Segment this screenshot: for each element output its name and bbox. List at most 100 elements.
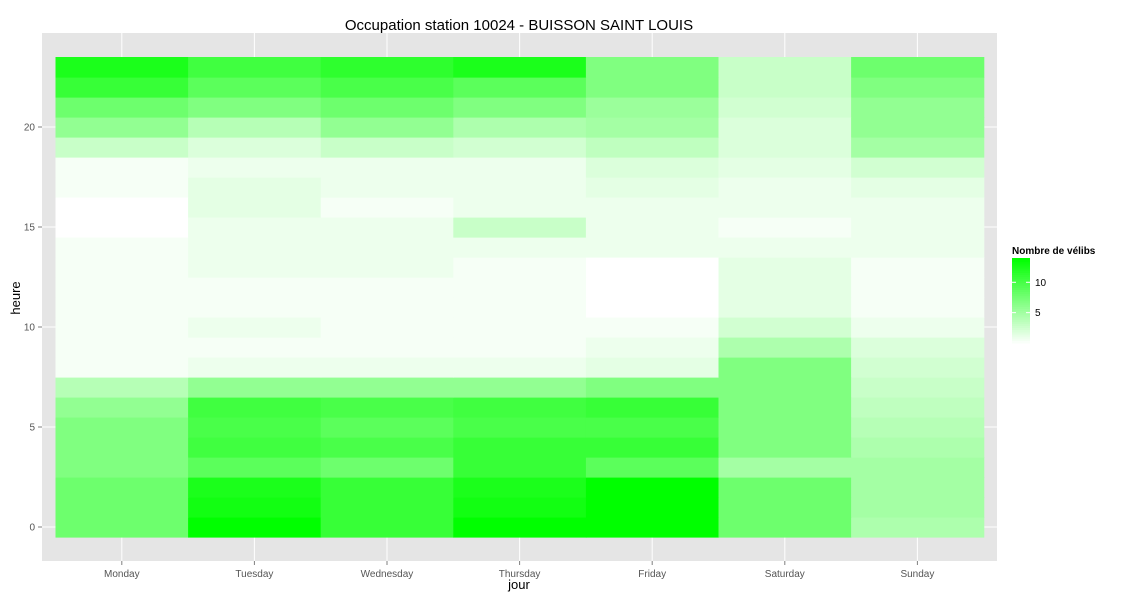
heatmap-cell [453, 237, 587, 258]
heatmap-cell [851, 57, 985, 78]
legend-color-step [1012, 326, 1030, 329]
heatmap-cell [718, 297, 852, 318]
heatmap-cell [188, 477, 322, 498]
heatmap-cell [55, 317, 189, 338]
heatmap-cell [55, 517, 189, 538]
heatmap-cell [718, 517, 852, 538]
heatmap-cell [320, 197, 454, 218]
heatmap-cell [718, 397, 852, 418]
heatmap-cell [851, 437, 985, 458]
heatmap-cell [851, 197, 985, 218]
heatmap-cell [188, 497, 322, 518]
heatmap-cell [188, 77, 322, 98]
heatmap-cell [320, 417, 454, 438]
heatmap-cell [55, 497, 189, 518]
heatmap-cell [453, 157, 587, 178]
heatmap-cell [585, 417, 720, 438]
legend-color-step [1012, 334, 1030, 338]
heatmap-cell [718, 257, 852, 278]
heatmap-cell [320, 97, 454, 118]
legend-color-step [1012, 281, 1030, 284]
legend-color-step [1012, 340, 1030, 344]
legend-color-step [1012, 319, 1030, 323]
heatmap-cell [718, 157, 852, 178]
heatmap-cell [320, 117, 454, 138]
legend-color-step [1012, 313, 1030, 316]
heatmap-cell [320, 517, 454, 538]
heatmap-cell [718, 497, 852, 518]
heatmap-cell [320, 317, 454, 338]
legend-color-step [1012, 328, 1030, 331]
heatmap-cell [188, 517, 322, 538]
heatmap-cell [55, 477, 189, 498]
x-tick-label: Tuesday [235, 569, 273, 580]
legend-color-step [1012, 294, 1030, 297]
heatmap-cell [585, 397, 720, 418]
heatmap-cell [718, 137, 852, 158]
heatmap-cell [851, 97, 985, 118]
heatmap-cell [320, 497, 454, 518]
legend-color-step [1012, 272, 1030, 276]
legend-color-step [1012, 285, 1030, 289]
legend-color-step [1012, 309, 1030, 312]
heatmap-cell [320, 257, 454, 278]
heatmap-cell [585, 77, 720, 98]
legend-color-step [1012, 275, 1030, 278]
heatmap-cell [718, 337, 852, 358]
y-axis-title: heure [8, 281, 23, 314]
heatmap-cell [320, 337, 454, 358]
heatmap-cell [320, 477, 454, 498]
heatmap-cell [851, 497, 985, 518]
heatmap-cell [188, 57, 322, 78]
heatmap-cell [55, 97, 189, 118]
heatmap-cell [718, 237, 852, 258]
legend-colorbar: 5 10 [1012, 258, 1047, 344]
heatmap-cell [718, 377, 852, 398]
heatmap-cell [718, 117, 852, 138]
heatmap-cell [188, 237, 322, 258]
heatmap-cell [453, 97, 587, 118]
heatmap-cell [585, 97, 720, 118]
heatmap-cell [55, 117, 189, 138]
heatmap-cell [851, 77, 985, 98]
heatmap-cell [851, 317, 985, 338]
y-tick-label: 10 [24, 323, 36, 334]
heatmap-cell [55, 77, 189, 98]
heatmap-cell [188, 417, 322, 438]
heatmap-cell [851, 417, 985, 438]
heatmap-cell [320, 277, 454, 298]
heatmap-cell [55, 177, 189, 198]
heatmap-cell [718, 177, 852, 198]
heatmap-cell [851, 177, 985, 198]
heatmap-cell [585, 137, 720, 158]
heatmap-cells [55, 57, 985, 538]
heatmap-cell [320, 237, 454, 258]
heatmap-cell [188, 177, 322, 198]
heatmap-cell [718, 77, 852, 98]
legend-color-step [1012, 332, 1030, 335]
legend-color-step [1012, 287, 1030, 291]
legend-color-step [1012, 258, 1030, 261]
heatmap-cell [453, 77, 587, 98]
heatmap-cell [320, 357, 454, 378]
heatmap-cell [453, 117, 587, 138]
heatmap-cell [453, 377, 587, 398]
legend-color-step [1012, 306, 1030, 310]
heatmap-cell [453, 257, 587, 278]
heatmap-cell [851, 477, 985, 498]
heatmap-cell [718, 97, 852, 118]
heatmap-cell [55, 337, 189, 358]
heatmap-cell [851, 337, 985, 358]
heatmap-cell [851, 217, 985, 238]
x-tick-label: Monday [104, 569, 140, 580]
heatmap-cell [851, 277, 985, 298]
heatmap-cell [320, 437, 454, 458]
legend-color-step [1012, 298, 1030, 301]
heatmap-cell [320, 157, 454, 178]
heatmap-cell [453, 437, 587, 458]
heatmap-cell [585, 497, 720, 518]
heatmap-cell [188, 157, 322, 178]
x-tick-label: Friday [638, 569, 666, 580]
heatmap-cell [851, 357, 985, 378]
heatmap-cell [55, 57, 189, 78]
